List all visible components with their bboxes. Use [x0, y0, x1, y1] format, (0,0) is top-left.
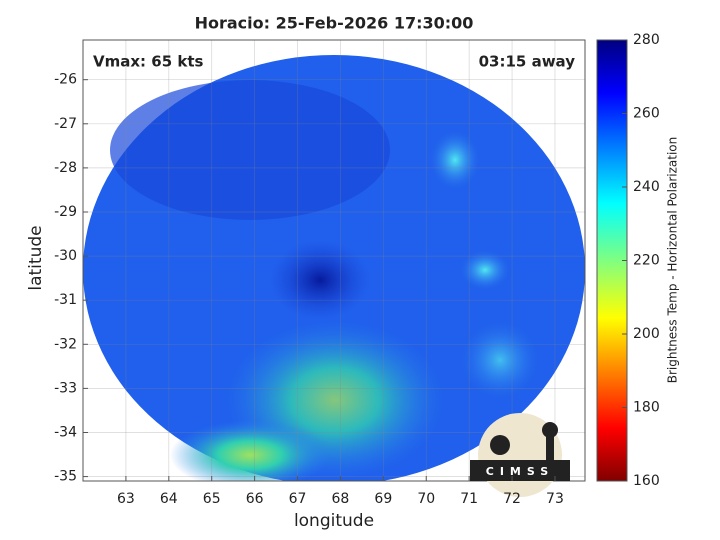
- logo-text: CIMSS: [486, 465, 554, 478]
- x-tick-label: 72: [503, 491, 521, 507]
- x-tick-label: 65: [203, 491, 221, 507]
- x-tick-label: 66: [246, 491, 264, 507]
- colorbar-tick-label: 180: [633, 400, 660, 416]
- x-tick-label: 64: [160, 491, 178, 507]
- satellite-image: [83, 55, 585, 481]
- colorbar-tick-label: 280: [633, 32, 660, 48]
- y-tick-label: -30: [54, 248, 77, 264]
- colorbar-tick-label: 240: [633, 179, 660, 195]
- x-tick-label: 68: [332, 491, 350, 507]
- colorbar-tick-label: 220: [633, 253, 660, 269]
- y-tick-label: -28: [54, 160, 77, 176]
- y-tick-label: -26: [54, 72, 77, 88]
- annotation: 03:15 away: [479, 53, 576, 71]
- annotation: Vmax: 65 kts: [93, 53, 203, 71]
- x-tick-label: 67: [289, 491, 307, 507]
- colorbar-tick-label: 260: [633, 106, 660, 122]
- x-tick-label: 71: [460, 491, 478, 507]
- x-tick-label: 73: [546, 491, 564, 507]
- x-tick-label: 70: [417, 491, 435, 507]
- y-tick-label: -31: [54, 292, 77, 308]
- chart-title: Horacio: 25-Feb-2026 17:30:00: [195, 14, 474, 33]
- colorbar-label: Brightness Temp - Horizontal Polarizatio…: [666, 137, 680, 384]
- colorbar-tick-label: 200: [633, 326, 660, 342]
- colorbar-tick-label: 160: [633, 473, 660, 489]
- y-tick-label: -27: [54, 116, 77, 132]
- y-tick-label: -29: [54, 204, 77, 220]
- x-tick-label: 69: [374, 491, 392, 507]
- y-tick-label: -32: [54, 336, 77, 352]
- y-tick-label: -33: [54, 380, 77, 396]
- y-tick-label: -35: [54, 469, 77, 485]
- y-tick-label: -34: [54, 424, 77, 440]
- x-axis-label: longitude: [294, 511, 374, 531]
- logo: CIMSS: [470, 413, 570, 497]
- plot-frame: [82, 39, 586, 482]
- x-tick-label: 63: [117, 491, 135, 507]
- y-axis-label: latitude: [26, 225, 46, 290]
